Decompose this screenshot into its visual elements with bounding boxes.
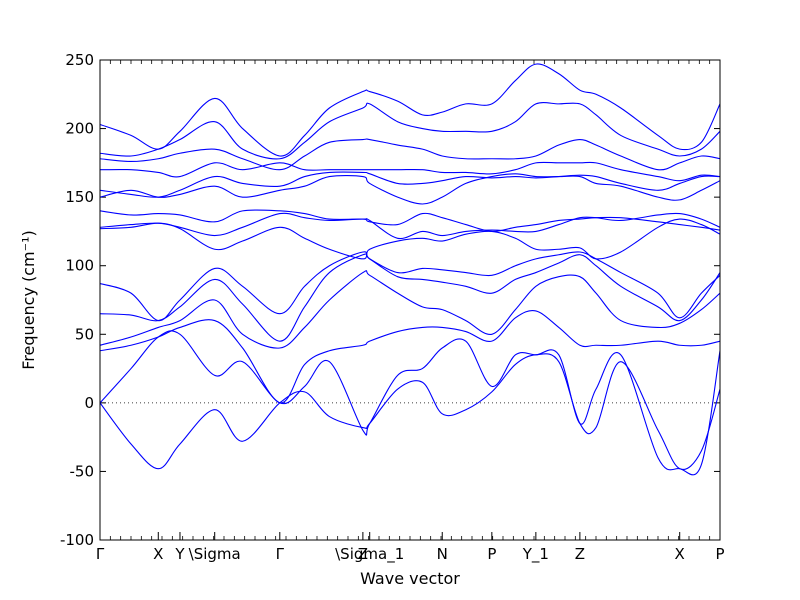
- phonon-band: [100, 209, 720, 240]
- y-tick-label: -100: [60, 531, 94, 549]
- phonon-band: [100, 251, 720, 322]
- x-axis-title: Wave vector: [360, 569, 460, 588]
- phonon-band: [100, 218, 720, 260]
- phonon-band: [100, 270, 720, 349]
- x-tick-label: P: [715, 545, 724, 563]
- band-layer: [100, 63, 720, 476]
- y-tick-label: -50: [70, 462, 95, 480]
- phonon-band: [100, 63, 720, 157]
- x-tick-label: Z: [358, 545, 368, 563]
- y-tick-label: 200: [65, 120, 94, 138]
- phonon-band: [100, 173, 720, 205]
- y-tick-label: 250: [65, 51, 94, 69]
- phonon-band: [100, 161, 720, 182]
- phonon-band: [100, 102, 720, 160]
- phonon-band: [100, 330, 720, 476]
- phonon-band: [100, 171, 720, 198]
- phonon-band: [100, 310, 720, 404]
- phonon-band: [100, 138, 720, 171]
- y-axis-title: Frequency (cm⁻¹): [19, 230, 38, 369]
- phonon-band: [100, 253, 720, 342]
- x-tick-label: X: [153, 545, 163, 563]
- x-tick-label: Y: [174, 545, 185, 563]
- x-tick-label: Z: [575, 545, 585, 563]
- phonon-band: [100, 353, 720, 470]
- y-tick-label: 150: [65, 188, 94, 206]
- plot-frame: [99, 59, 721, 541]
- x-tick-label: N: [437, 545, 448, 563]
- y-tick-label: 50: [75, 325, 94, 343]
- x-tick-label: X: [675, 545, 685, 563]
- x-tick-label: \Sigma_1: [335, 545, 404, 564]
- y-tick-label: 100: [65, 257, 94, 275]
- x-tick-label: Y_1: [522, 545, 549, 564]
- x-tick-label: P: [487, 545, 496, 563]
- x-tick-label: \Sigma: [189, 545, 241, 563]
- x-tick-label: Γ: [276, 545, 285, 563]
- y-tick-label: 0: [84, 394, 94, 412]
- phonon-band: [100, 212, 720, 237]
- x-tick-label: Γ: [96, 545, 105, 563]
